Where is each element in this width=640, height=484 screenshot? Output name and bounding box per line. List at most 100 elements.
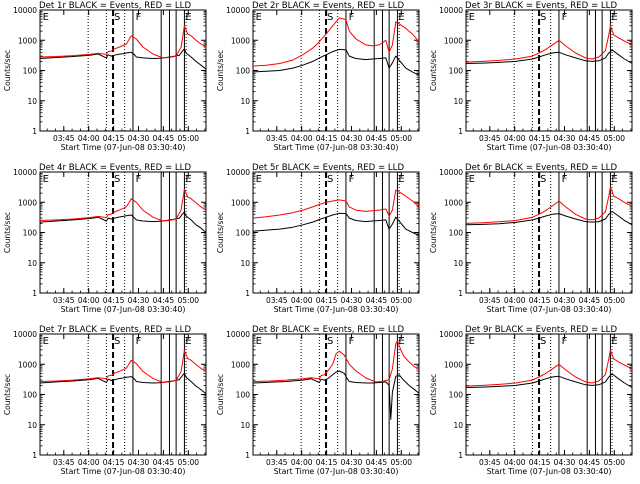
y-tick-label: 1000 bbox=[444, 360, 463, 369]
y-axis-label: Counts/sec bbox=[429, 50, 438, 91]
x-tick-label: 04:30 bbox=[128, 296, 150, 305]
series-line-lld bbox=[465, 186, 633, 224]
marker-letter: E bbox=[611, 336, 617, 347]
series-line-lld bbox=[39, 349, 207, 383]
marker-letter: E bbox=[43, 174, 49, 185]
y-tick-label: 1 bbox=[32, 289, 37, 298]
y-axis-label: Counts/sec bbox=[429, 212, 438, 253]
x-axis-label: Start Time (07-Jun-08 03:30:40) bbox=[274, 305, 399, 314]
plot-frame bbox=[465, 171, 633, 294]
y-axis-label: Counts/sec bbox=[216, 50, 225, 91]
x-tick-label: 04:00 bbox=[504, 134, 526, 143]
series-line-lld bbox=[252, 17, 420, 67]
plot-frame bbox=[465, 9, 633, 132]
x-tick-label: 03:45 bbox=[53, 296, 75, 305]
y-tick-label: 10000 bbox=[13, 168, 37, 177]
series-line-events bbox=[252, 212, 420, 236]
x-tick-label: 04:00 bbox=[504, 296, 526, 305]
y-tick-label: 100 bbox=[23, 67, 38, 76]
x-tick-label: 04:00 bbox=[291, 458, 313, 467]
plot-frame bbox=[252, 333, 420, 456]
marker-letter: S bbox=[327, 12, 333, 23]
series-line-lld bbox=[252, 189, 420, 219]
x-tick-label: 04:30 bbox=[554, 134, 576, 143]
marker-letter: F bbox=[562, 12, 568, 23]
y-tick-label: 10 bbox=[453, 421, 463, 430]
x-tick-label: 03:45 bbox=[479, 296, 501, 305]
chart-panel-2: Det 2r BLACK = Events, RED = LLD 1 10 100 10… bbox=[216, 1, 420, 152]
y-tick-label: 1000 bbox=[231, 360, 250, 369]
y-axis-label: Counts/sec bbox=[429, 374, 438, 415]
chart-panel-1: Det 1r BLACK = Events, RED = LLD 1 10 100 10… bbox=[3, 1, 207, 152]
x-tick-label: 04:15 bbox=[529, 134, 551, 143]
marker-letter: E bbox=[185, 336, 191, 347]
series-line-lld bbox=[465, 25, 633, 63]
y-tick-label: 10000 bbox=[439, 330, 463, 339]
series-line-events bbox=[39, 211, 207, 233]
y-tick-label: 100 bbox=[449, 391, 464, 400]
y-tick-label: 100 bbox=[236, 391, 251, 400]
x-tick-label: 03:45 bbox=[53, 458, 75, 467]
x-tick-label: 04:00 bbox=[291, 134, 313, 143]
marker-letter: F bbox=[562, 336, 568, 347]
marker-letter: F bbox=[136, 174, 142, 185]
x-axis-label: Start Time (07-Jun-08 03:30:40) bbox=[487, 143, 612, 152]
x-tick-label: 05:00 bbox=[603, 134, 625, 143]
y-tick-label: 100 bbox=[449, 229, 464, 238]
marker-letter: E bbox=[256, 174, 262, 185]
series-line-lld bbox=[39, 25, 207, 59]
marker-letter: F bbox=[562, 174, 568, 185]
chart-title: Det 4r BLACK = Events, RED = LLD bbox=[39, 163, 191, 173]
x-tick-label: 04:15 bbox=[529, 296, 551, 305]
y-tick-label: 10 bbox=[27, 97, 37, 106]
x-tick-label: 04:15 bbox=[316, 134, 338, 143]
marker-letter: E bbox=[43, 12, 49, 23]
x-tick-label: 04:15 bbox=[529, 458, 551, 467]
series-line-events bbox=[465, 373, 633, 388]
x-tick-label: 04:15 bbox=[103, 458, 125, 467]
x-tick-label: 04:30 bbox=[341, 296, 363, 305]
chart-panel-4: Det 4r BLACK = Events, RED = LLD 1 10 100 10… bbox=[3, 163, 207, 314]
x-tick-label: 04:00 bbox=[504, 458, 526, 467]
marker-letter: S bbox=[540, 336, 546, 347]
chart-panel-3: Det 3r BLACK = Events, RED = LLD 1 10 100 10… bbox=[429, 1, 633, 152]
marker-letter: E bbox=[398, 12, 404, 23]
y-tick-label: 10 bbox=[27, 421, 37, 430]
y-tick-label: 10 bbox=[240, 421, 250, 430]
y-tick-label: 1000 bbox=[231, 36, 250, 45]
y-tick-label: 1 bbox=[458, 451, 463, 460]
chart-panel-9: Det 9r BLACK = Events, RED = LLD 1 10 100 10… bbox=[429, 325, 633, 476]
x-tick-label: 05:00 bbox=[177, 296, 199, 305]
x-tick-label: 04:00 bbox=[78, 134, 100, 143]
x-tick-label: 04:15 bbox=[316, 296, 338, 305]
series-line-lld bbox=[465, 349, 633, 387]
marker-letter: E bbox=[469, 12, 475, 23]
marker-letter: E bbox=[611, 12, 617, 23]
plot-frame bbox=[39, 333, 207, 456]
chart-title: Det 1r BLACK = Events, RED = LLD bbox=[39, 1, 191, 11]
y-axis-label: Counts/sec bbox=[3, 50, 12, 91]
y-tick-label: 1 bbox=[458, 289, 463, 298]
x-axis-label: Start Time (07-Jun-08 03:30:40) bbox=[61, 305, 186, 314]
chart-title: Det 6r BLACK = Events, RED = LLD bbox=[465, 163, 617, 173]
x-tick-label: 05:00 bbox=[177, 134, 199, 143]
y-axis-label: Counts/sec bbox=[216, 374, 225, 415]
marker-letter: E bbox=[256, 336, 262, 347]
x-tick-label: 04:30 bbox=[341, 134, 363, 143]
y-tick-label: 10 bbox=[27, 259, 37, 268]
x-tick-label: 04:15 bbox=[103, 296, 125, 305]
y-tick-label: 10 bbox=[240, 97, 250, 106]
chart-title: Det 5r BLACK = Events, RED = LLD bbox=[252, 163, 404, 173]
x-tick-label: 05:00 bbox=[390, 296, 412, 305]
y-axis-label: Counts/sec bbox=[216, 212, 225, 253]
y-tick-label: 100 bbox=[23, 391, 38, 400]
marker-letter: S bbox=[327, 174, 333, 185]
y-tick-label: 1000 bbox=[231, 198, 250, 207]
plot-frame bbox=[252, 171, 420, 294]
marker-letter: S bbox=[327, 336, 333, 347]
chart-panel-8: Det 8r BLACK = Events, RED = LLD 1 10 100 10… bbox=[216, 325, 420, 476]
series-line-events bbox=[252, 370, 420, 420]
chart-title: Det 7r BLACK = Events, RED = LLD bbox=[39, 325, 191, 335]
